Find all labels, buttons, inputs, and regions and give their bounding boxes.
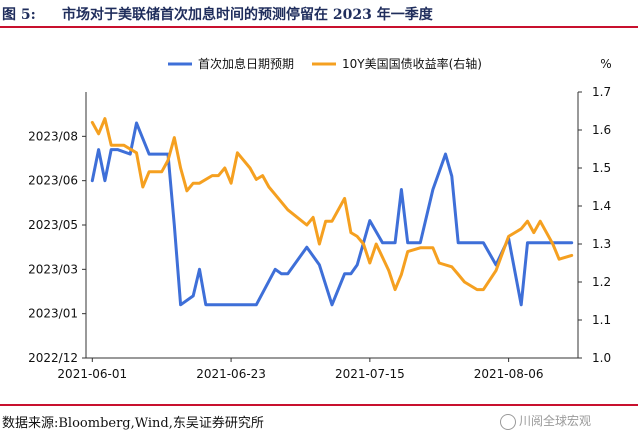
source-bar: 数据来源:Bloomberg,Wind,东吴证券研究所 川阅全球宏观 xyxy=(0,404,638,436)
left-tick-label: 2023/03 xyxy=(28,262,78,276)
right-tick-label: 1.7 xyxy=(592,85,611,99)
right-tick-label: 1.5 xyxy=(592,161,611,175)
right-tick-label: 1.6 xyxy=(592,123,611,137)
right-tick-label: 1.0 xyxy=(592,351,611,365)
legend-label-2: 10Y美国国债收益率(右轴) xyxy=(342,56,482,71)
right-tick-label: 1.1 xyxy=(592,313,611,327)
x-tick-label: 2021-07-15 xyxy=(335,367,405,381)
right-tick-label: 1.4 xyxy=(592,199,611,213)
left-tick-label: 2022/12 xyxy=(28,351,78,365)
x-tick-label: 2021-06-23 xyxy=(196,367,266,381)
left-tick-label: 2023/01 xyxy=(28,307,78,321)
watermark: 川阅全球宏观 xyxy=(500,412,591,430)
chart-area: 2022/12 2023/01 2023/03 2023/05 2023/06 2023/… xyxy=(28,56,612,381)
wechat-icon xyxy=(500,413,516,430)
left-tick-label: 2023/06 xyxy=(28,174,78,188)
watermark-text: 川阅全球宏观 xyxy=(519,414,592,428)
right-tick-label: 1.2 xyxy=(592,275,611,289)
x-tick-label: 2021-06-01 xyxy=(57,367,127,381)
series-line-2 xyxy=(90,117,574,292)
figure-title: 市场对于美联储首次加息时间的预测停留在 2023 年一季度 xyxy=(62,7,433,23)
legend-label-1: 首次加息日期预期 xyxy=(198,56,294,71)
x-tick-label: 2021-08-06 xyxy=(474,367,544,381)
series-line-1 xyxy=(90,121,574,307)
left-tick-label: 2023/05 xyxy=(28,218,78,232)
figure-label: 图 5: xyxy=(2,7,36,23)
right-tick-label: 1.3 xyxy=(592,237,611,251)
right-axis-unit: % xyxy=(600,57,611,71)
figure-title-bar: 图 5: 市场对于美联储首次加息时间的预测停留在 2023 年一季度 xyxy=(0,0,638,28)
left-tick-label: 2023/08 xyxy=(28,129,78,143)
source-note: 数据来源:Bloomberg,Wind,东吴证券研究所 xyxy=(2,416,264,431)
